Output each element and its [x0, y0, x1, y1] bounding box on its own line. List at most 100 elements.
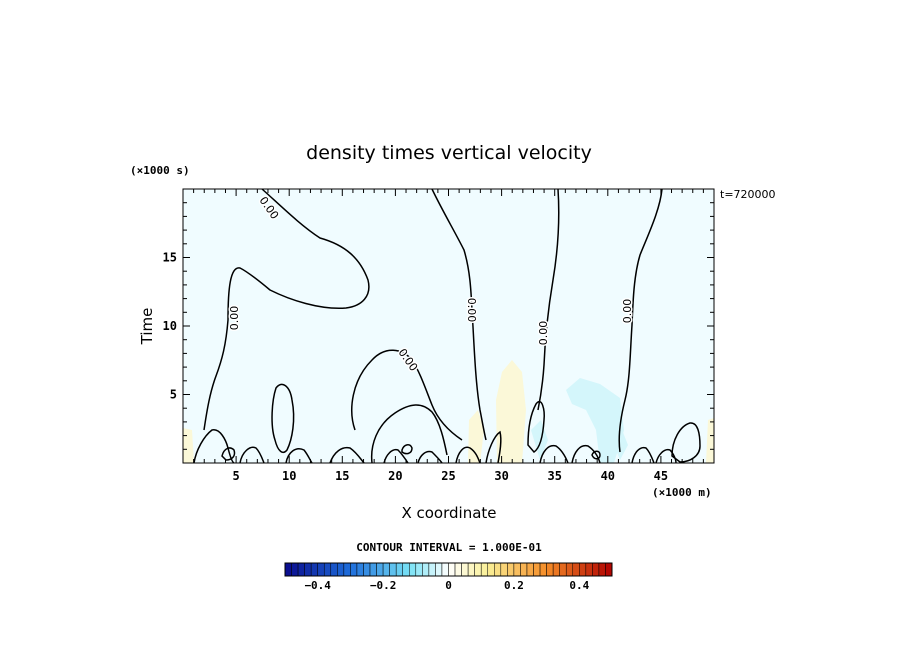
colorbar-swatch [428, 562, 436, 577]
x-tick-labels: 5 10 15 20 25 30 35 40 45 [232, 469, 668, 483]
colorbar-swatch [350, 562, 358, 577]
contour-line [271, 383, 295, 453]
colorbar-swatch [317, 562, 325, 577]
colorbar-swatch [526, 562, 534, 577]
colorbar-tick-label: −0.2 [370, 579, 397, 592]
contour-line [239, 446, 265, 464]
time-stamp: t=720000 [720, 188, 776, 201]
contour-line [571, 444, 601, 464]
colorbar-swatch [500, 562, 508, 577]
colorbar-swatch [402, 562, 410, 577]
colorbar-swatch [382, 562, 390, 577]
x-tick-label: 45 [654, 469, 668, 483]
contour-line [591, 450, 601, 460]
colorbar-swatch [422, 562, 430, 577]
contour-line [329, 446, 365, 464]
chart-title: density times vertical velocity [306, 142, 592, 164]
contour-line [631, 446, 655, 464]
colorbar-swatch [389, 562, 397, 577]
y-axis-label: Time [138, 308, 156, 346]
plot-area: 0.00 0.00 0.00 0.00 0.00 0.00 [182, 188, 715, 464]
x-tick-label: 30 [494, 469, 508, 483]
contour-label: 0.00 [537, 321, 550, 346]
fill-patches [183, 360, 714, 463]
contour-line [203, 188, 370, 431]
colorbar-swatch [343, 562, 351, 577]
positive-fill-patch [183, 428, 194, 463]
colorbar-swatch [454, 562, 462, 577]
x-tick-label: 25 [441, 469, 455, 483]
colorbar-swatch [533, 562, 541, 577]
colorbar [284, 562, 613, 577]
colorbar-swatch [395, 562, 403, 577]
x-tick-label: 10 [282, 469, 296, 483]
y-tick-labels: 5 10 15 [163, 251, 177, 402]
x-tick-label: 35 [547, 469, 561, 483]
contour-line [431, 188, 487, 441]
x-tick-label: 15 [335, 469, 349, 483]
y-tick-label: 10 [163, 319, 177, 333]
contour-label: 0.00 [228, 306, 241, 331]
colorbar-swatch [546, 562, 554, 577]
colorbar-swatch [467, 562, 475, 577]
colorbar-swatch [494, 562, 502, 577]
colorbar-swatch [369, 562, 377, 577]
colorbar-swatch [376, 562, 384, 577]
colorbar-swatch [592, 562, 600, 577]
contour-line [527, 400, 545, 453]
contour-label: 0.00 [621, 299, 634, 324]
minor-ticks [183, 189, 714, 463]
colorbar-swatch [598, 562, 606, 577]
colorbar-swatch [448, 562, 456, 577]
contour-line [455, 446, 481, 464]
contour-line [655, 448, 677, 464]
colorbar-swatch [337, 562, 345, 577]
colorbar-swatch [409, 562, 417, 577]
colorbar-swatch [304, 562, 312, 577]
colorbar-swatch [441, 562, 449, 577]
colorbar-swatch [323, 562, 332, 577]
colorbar-swatch [579, 562, 587, 577]
colorbar-swatch [487, 562, 495, 577]
colorbar-swatch [461, 562, 469, 577]
colorbar-swatch [435, 562, 443, 577]
colorbar-swatch [520, 562, 528, 577]
colorbar-swatch [474, 562, 482, 577]
x-axis-label: X coordinate [401, 504, 496, 522]
colorbar-swatch [356, 562, 364, 577]
negative-fill-patch [566, 378, 624, 463]
colorbar-frame [284, 562, 613, 577]
contour-line [370, 404, 448, 464]
x-tick-label: 40 [601, 469, 615, 483]
x-tick-label: 5 [232, 469, 239, 483]
y-tick-label: 5 [170, 388, 177, 402]
colorbar-tick-label: 0.4 [569, 579, 589, 592]
colorbar-swatch [480, 562, 488, 577]
contour-line [401, 444, 413, 455]
colorbar-swatch [552, 562, 560, 577]
colorbar-swatch [605, 562, 613, 577]
colorbar-tick-label: 0 [445, 579, 452, 592]
positive-fill-patch [496, 360, 526, 463]
x-unit-label: (×1000 m) [652, 486, 712, 499]
contour-line [539, 444, 569, 464]
contour-line [537, 188, 560, 411]
contour-label: 0.00 [465, 298, 478, 323]
colorbar-swatch [415, 562, 423, 577]
contour-line [417, 450, 443, 464]
positive-fill-patch [706, 418, 714, 463]
colorbar-tick-labels: −0.4 −0.2 0 0.2 0.4 [304, 579, 589, 592]
y-unit-label: (×1000 s) [130, 164, 190, 177]
colorbar-swatch [363, 562, 371, 577]
colorbar-swatch [330, 562, 338, 577]
contour-line [221, 447, 236, 461]
contour-line [485, 430, 502, 464]
colorbar-swatch [507, 562, 515, 577]
contour-line [671, 422, 701, 463]
colorbar-swatch [513, 562, 521, 577]
colorbar-swatch [539, 562, 547, 577]
colorbar-swatch [284, 562, 292, 577]
colorbar-swatch [310, 562, 318, 577]
y-tick-label: 15 [163, 251, 177, 265]
